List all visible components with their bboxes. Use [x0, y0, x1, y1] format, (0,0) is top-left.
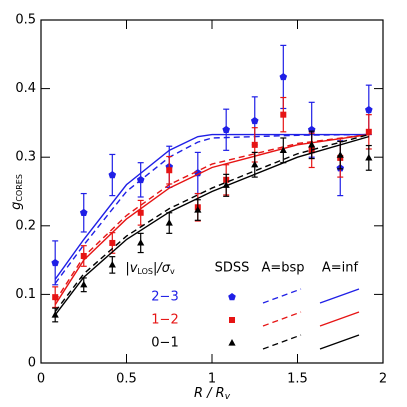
legend-marker: [228, 339, 236, 346]
data-point: [80, 280, 88, 288]
data-point: [166, 167, 173, 174]
legend-title-sub: v: [170, 267, 175, 276]
data-point: [365, 153, 373, 161]
data-point: [194, 206, 202, 213]
data-point: [137, 209, 144, 216]
y-tick-label: 0.3: [15, 150, 36, 165]
data-point: [308, 140, 316, 148]
y-tick-label: 0: [28, 356, 36, 371]
data-point: [365, 105, 373, 114]
model-line: [54, 133, 369, 312]
data-point: [222, 181, 230, 188]
y-tick-label: 0.2: [15, 218, 36, 233]
data-point: [251, 141, 258, 148]
legend-line: [262, 311, 302, 327]
data-point: [80, 252, 87, 259]
legend-marker: [229, 317, 235, 323]
y-tick-label: 0.1: [15, 287, 36, 302]
data-point: [222, 125, 230, 133]
data-point: [280, 111, 287, 118]
legend-column: A=bsp: [261, 261, 304, 276]
legend-title-part: |/σ: [153, 261, 171, 276]
x-tick-label: 0: [37, 372, 45, 387]
legend-title-part: |v: [125, 261, 137, 276]
legend-label: 2−3: [151, 290, 178, 305]
legend-label: 0−1: [151, 336, 178, 351]
x-label-main: R / R: [194, 386, 225, 401]
data-point: [165, 219, 173, 226]
data-point: [108, 171, 117, 179]
x-tick-label: 0.5: [116, 372, 137, 387]
data-point: [51, 258, 59, 267]
data-point: [108, 260, 116, 268]
legend-line: [319, 288, 360, 304]
data-point: [279, 146, 287, 153]
legend-marker: [228, 293, 236, 301]
data-point: [79, 208, 88, 217]
legend-line: [319, 334, 360, 350]
legend-column: SDSS: [215, 261, 250, 276]
data-point: [52, 294, 59, 301]
data-point: [137, 238, 145, 246]
x-tick-label: 1: [208, 372, 216, 387]
x-label-sub: v: [225, 392, 231, 402]
model-line: [54, 133, 369, 306]
legend-title: |vLOS|/σv: [125, 261, 175, 276]
x-tick-label: 1.5: [287, 372, 308, 387]
data-point: [279, 72, 288, 81]
model-line: [54, 133, 369, 280]
legend-title-sub: LOS: [137, 267, 153, 276]
data-point: [136, 175, 145, 184]
y-axis-label: gCORES: [9, 174, 24, 210]
y-label-sub: CORES: [15, 174, 24, 202]
x-tick-label: 2: [379, 372, 387, 387]
data-point: [251, 160, 259, 168]
y-tick-label: 0.4: [15, 81, 36, 96]
data-point: [194, 168, 202, 177]
legend-line: [262, 334, 302, 350]
model-line: [54, 133, 369, 302]
y-label-main: g: [9, 202, 24, 210]
y-tick-label: 0.5: [15, 13, 36, 28]
data-point: [365, 128, 372, 135]
data-point: [51, 310, 59, 318]
legend-line: [262, 288, 302, 304]
legend-line: [319, 311, 360, 327]
x-axis-label: R / Rv: [194, 386, 231, 402]
data-point: [250, 116, 259, 125]
legend-label: 1−2: [151, 313, 178, 328]
data-point: [109, 239, 116, 246]
legend-column: A=inf: [322, 261, 359, 276]
data-point: [336, 151, 344, 158]
